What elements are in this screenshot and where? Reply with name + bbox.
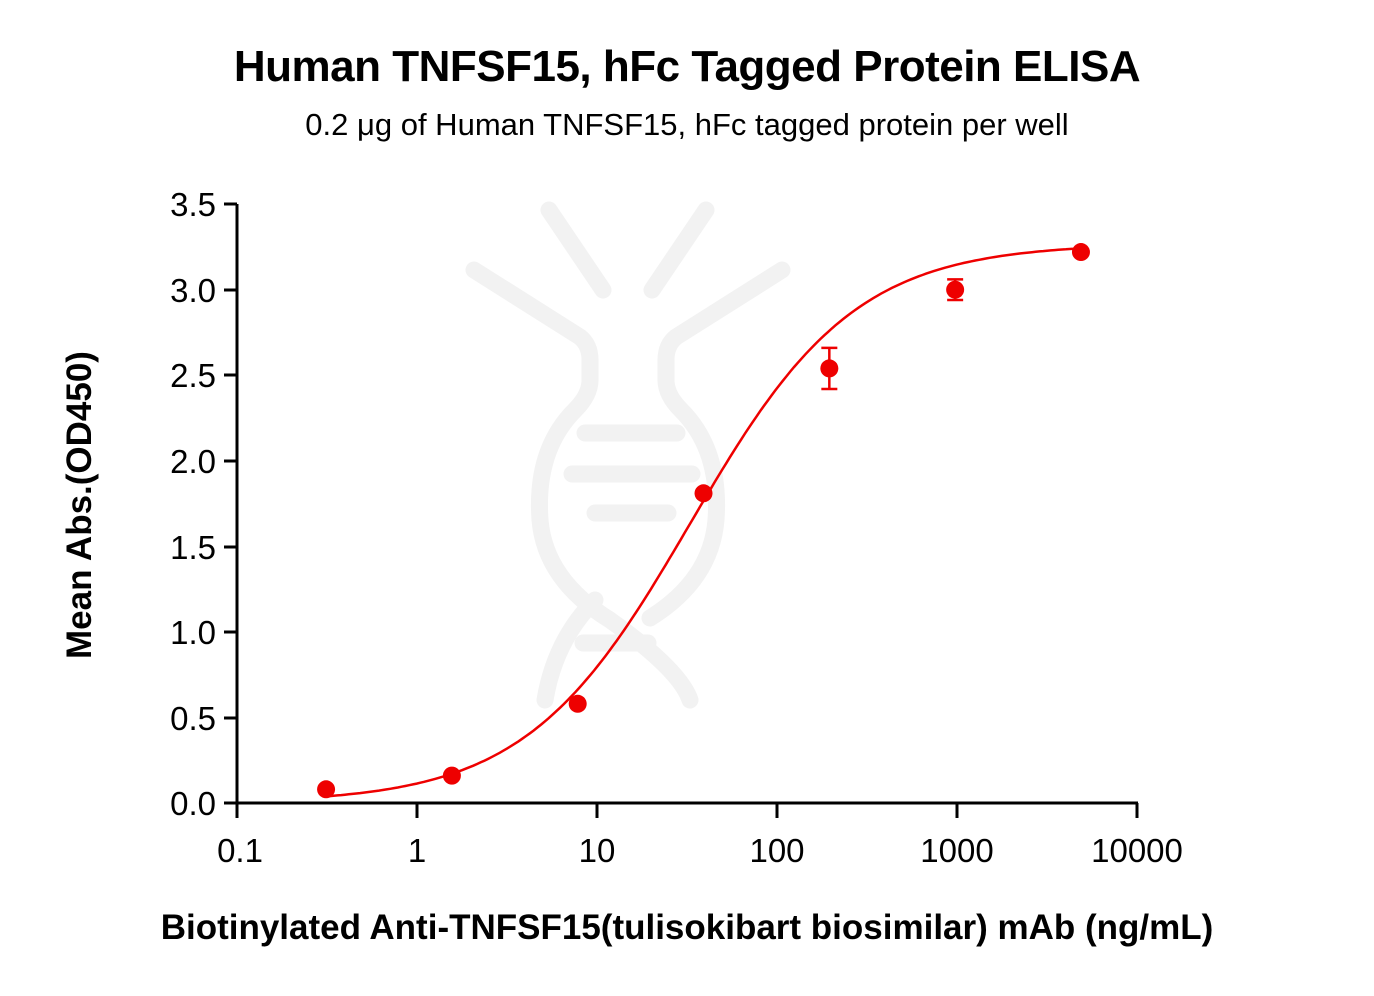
y-tick: 3.5 bbox=[170, 186, 216, 223]
data-point bbox=[694, 484, 713, 503]
x-tick-labels: 0.1 1 10 100 1000 10000 bbox=[217, 832, 1183, 869]
x-axis bbox=[235, 801, 1139, 818]
data-point bbox=[442, 766, 461, 785]
y-axis-label: Mean Abs.(OD450) bbox=[60, 351, 99, 659]
y-tick: 0.5 bbox=[170, 700, 216, 737]
y-axis bbox=[224, 202, 239, 805]
data-points bbox=[317, 243, 1090, 799]
y-tick: 1.5 bbox=[170, 529, 216, 566]
x-tick: 0.1 bbox=[217, 832, 263, 869]
data-point bbox=[317, 780, 336, 799]
x-tick: 10000 bbox=[1091, 832, 1183, 869]
data-point bbox=[946, 280, 965, 299]
y-tick: 1.0 bbox=[170, 614, 216, 651]
x-tick: 10 bbox=[579, 832, 616, 869]
y-tick: 0.0 bbox=[170, 785, 216, 822]
chart-title: Human TNFSF15, hFc Tagged Protein ELISA bbox=[233, 42, 1141, 91]
x-tick: 1 bbox=[408, 832, 426, 869]
data-point bbox=[820, 359, 839, 378]
y-tick: 3.0 bbox=[170, 272, 216, 309]
data-point bbox=[1071, 243, 1090, 262]
dna-watermark-icon bbox=[465, 201, 791, 709]
chart-subtitle: 0.2 μg of Human TNFSF15, hFc tagged prot… bbox=[305, 107, 1069, 142]
fit-curve bbox=[325, 247, 1082, 798]
data-point bbox=[568, 694, 587, 713]
x-tick: 1000 bbox=[920, 832, 993, 869]
x-tick: 100 bbox=[749, 832, 804, 869]
x-axis-label: Biotinylated Anti-TNFSF15(tulisokibart b… bbox=[160, 908, 1214, 947]
y-tick-labels: 3.5 3.0 2.5 2.0 1.5 1.0 0.5 0.0 bbox=[170, 186, 216, 822]
y-tick: 2.5 bbox=[170, 357, 216, 394]
y-tick: 2.0 bbox=[170, 443, 216, 480]
